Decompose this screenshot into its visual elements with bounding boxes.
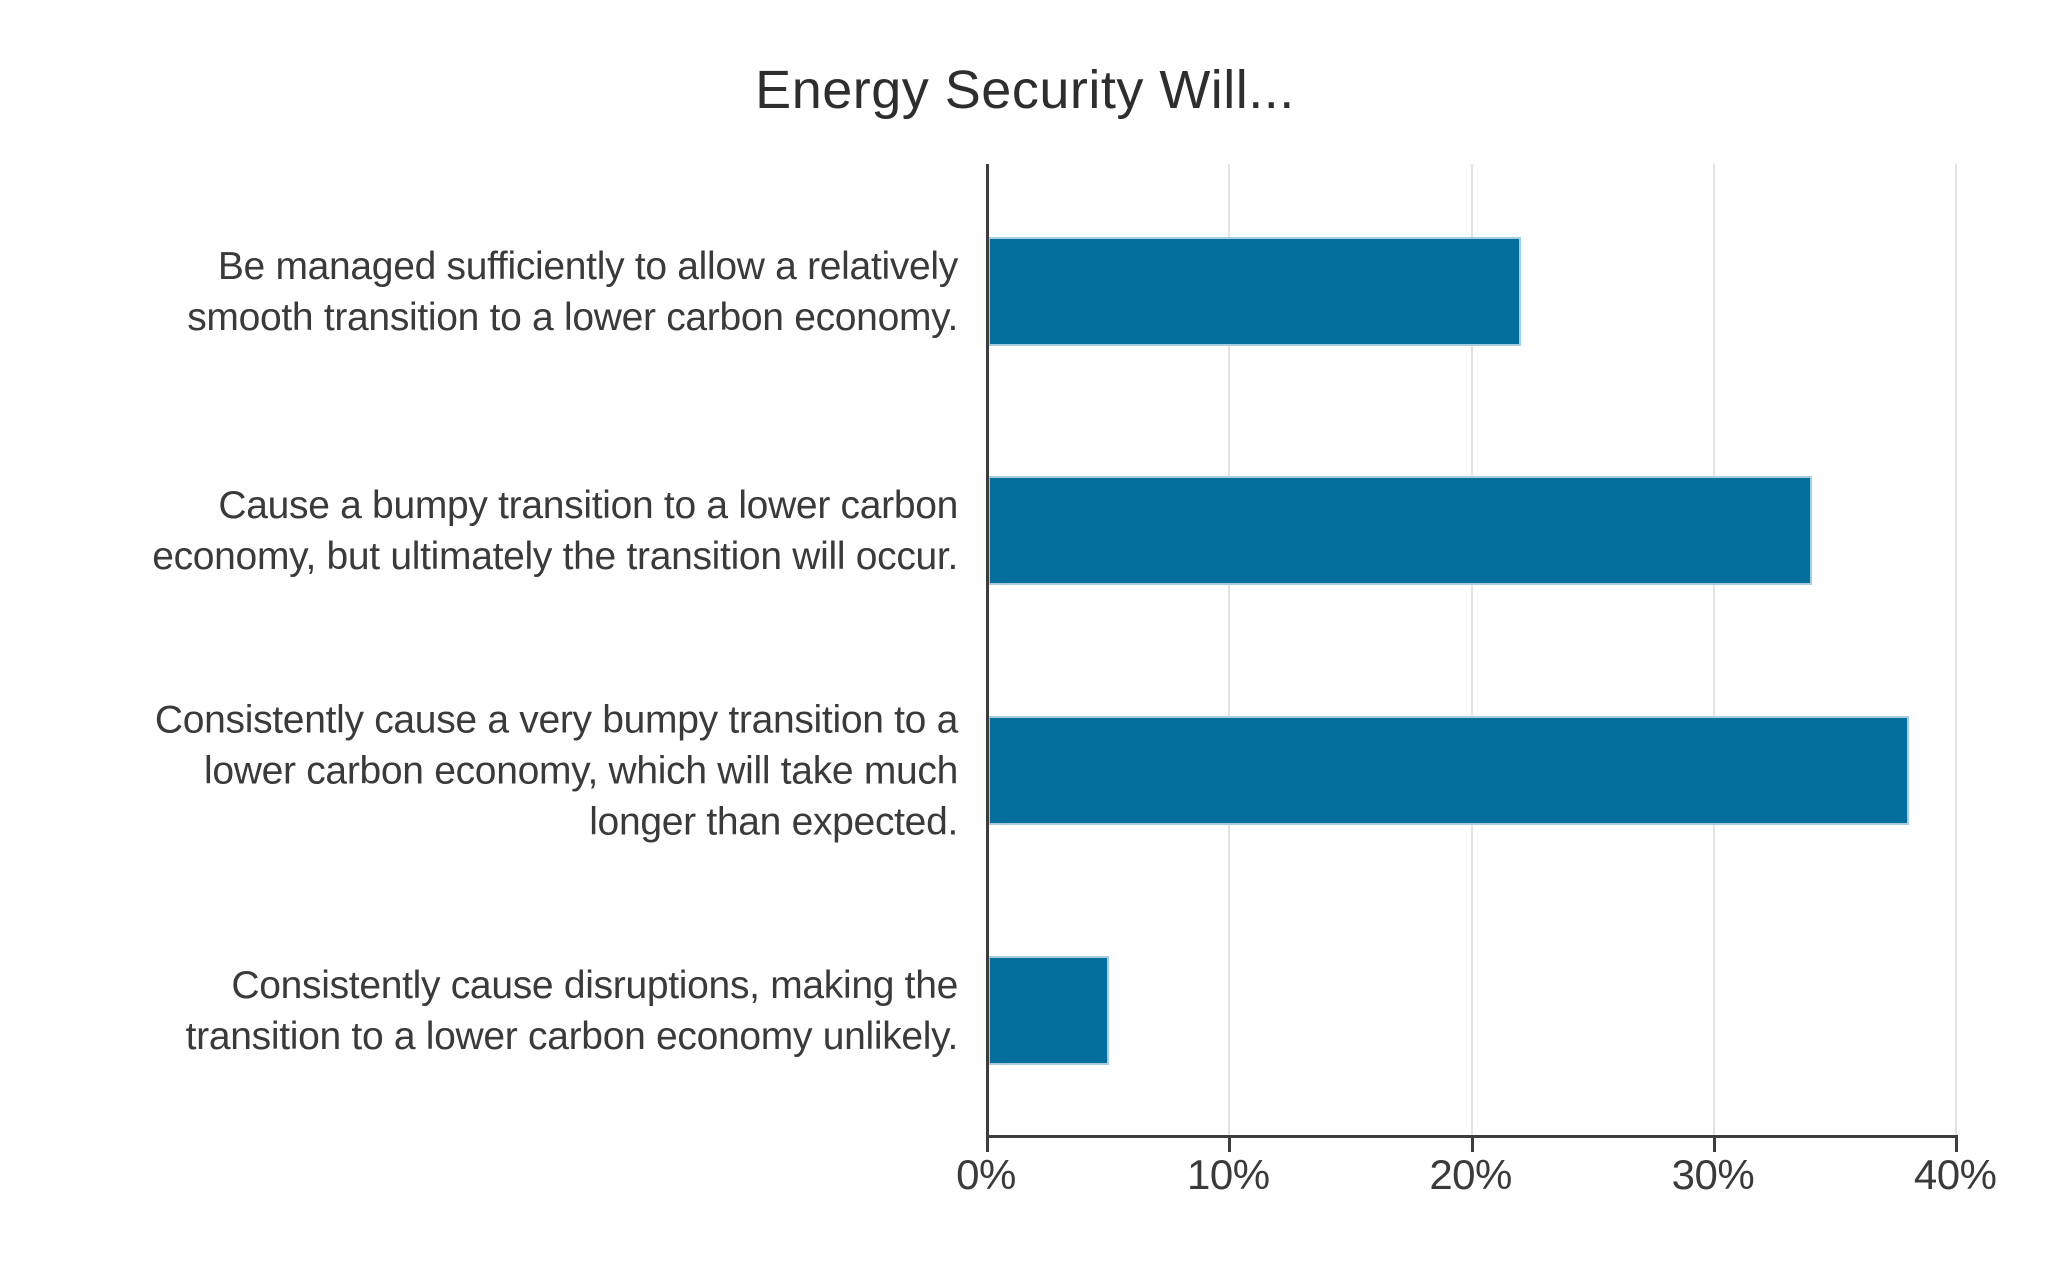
x-axis-tick [1228,1136,1232,1152]
chart-title: Energy Security Will... [755,60,1295,120]
category-label-line: Cause a bumpy transition to a lower carb… [218,483,958,527]
gridline [1712,164,1715,1136]
x-axis-tick-label: 10% [1187,1151,1270,1198]
bar [988,476,1812,585]
category-label-line: Consistently cause a very bumpy transiti… [154,698,958,741]
x-axis-tick-label: 20% [1429,1151,1512,1198]
category-label-line: Be managed sufficiently to allow a relat… [217,244,958,288]
gridline [1228,164,1231,1136]
category-label: Cause a bumpy transition to a lower carb… [30,480,958,582]
x-axis-tick-label: 0% [956,1151,1016,1198]
gridline [1955,164,1958,1136]
category-label-line: economy, but ultimately the transition w… [152,534,958,578]
gridline [1470,164,1473,1136]
category-label-line: lower carbon economy, which will take mu… [204,749,958,792]
category-label: Consistently cause disruptions, making t… [30,960,959,1062]
x-axis-tick [1712,1136,1716,1152]
x-axis-tick [1955,1136,1959,1152]
bar [988,716,1909,825]
x-axis-tick-label: 40% [1913,1151,1997,1198]
category-label-line: transition to a lower carbon economy unl… [185,1014,959,1058]
category-label-line: Consistently cause disruptions, making t… [231,963,958,1007]
x-axis-tick [986,1136,989,1152]
y-axis-line [986,164,989,1136]
category-label: Consistently cause a very bumpy transiti… [30,694,958,847]
category-label-line: smooth transition to a lower carbon econ… [187,295,958,339]
bar [988,237,1522,346]
category-label: Be managed sufficiently to allow a relat… [30,241,958,343]
bar [988,956,1110,1065]
category-label-line: longer than expected. [589,800,958,843]
x-axis-tick [1470,1136,1474,1152]
x-axis-tick-label: 30% [1671,1151,1755,1198]
